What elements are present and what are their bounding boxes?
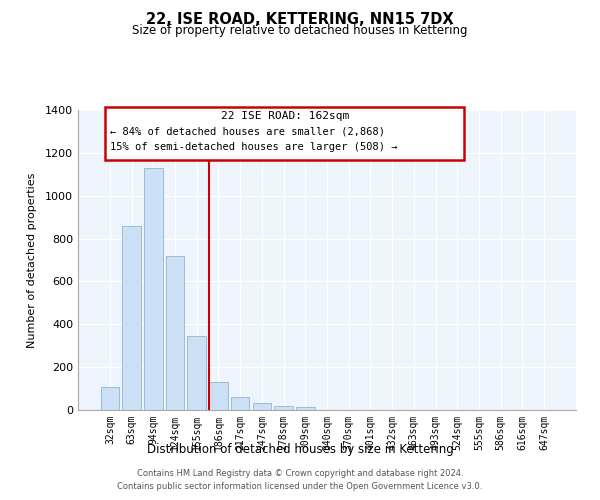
Text: ← 84% of detached houses are smaller (2,868): ← 84% of detached houses are smaller (2,… xyxy=(110,126,385,136)
Bar xyxy=(231,396,250,410)
Text: Contains HM Land Registry data © Crown copyright and database right 2024.: Contains HM Land Registry data © Crown c… xyxy=(137,468,463,477)
Bar xyxy=(101,387,119,410)
Text: Contains public sector information licensed under the Open Government Licence v3: Contains public sector information licen… xyxy=(118,482,482,491)
Text: 15% of semi-detached houses are larger (508) →: 15% of semi-detached houses are larger (… xyxy=(110,142,398,152)
Bar xyxy=(274,406,293,410)
FancyBboxPatch shape xyxy=(106,107,464,160)
Text: Distribution of detached houses by size in Kettering: Distribution of detached houses by size … xyxy=(146,442,454,456)
Bar xyxy=(253,403,271,410)
Bar xyxy=(144,168,163,410)
Bar xyxy=(122,226,141,410)
Bar xyxy=(296,407,314,410)
Text: Size of property relative to detached houses in Kettering: Size of property relative to detached ho… xyxy=(132,24,468,37)
Bar xyxy=(209,382,227,410)
Text: 22 ISE ROAD: 162sqm: 22 ISE ROAD: 162sqm xyxy=(221,110,349,120)
Y-axis label: Number of detached properties: Number of detached properties xyxy=(26,172,37,348)
Bar xyxy=(166,256,184,410)
Text: 22, ISE ROAD, KETTERING, NN15 7DX: 22, ISE ROAD, KETTERING, NN15 7DX xyxy=(146,12,454,28)
Bar xyxy=(187,336,206,410)
